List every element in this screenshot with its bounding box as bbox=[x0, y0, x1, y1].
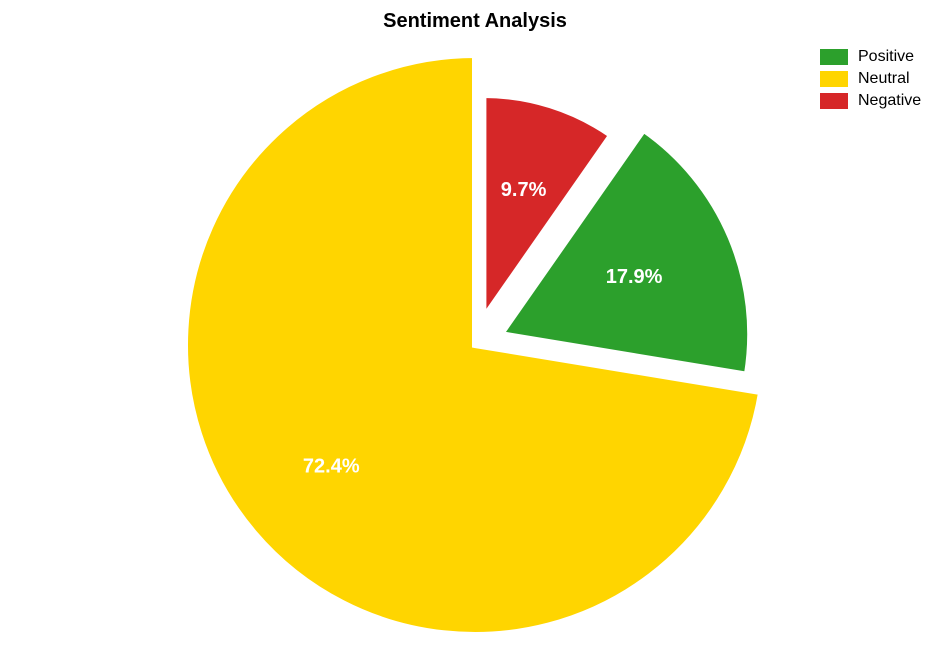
legend: Positive Neutral Negative bbox=[820, 48, 921, 114]
legend-item-negative: Negative bbox=[820, 92, 921, 110]
legend-swatch-neutral bbox=[820, 71, 848, 87]
legend-label-positive: Positive bbox=[858, 48, 914, 66]
pie-chart: 9.7% 17.9% 72.4% bbox=[0, 0, 950, 662]
legend-swatch-positive bbox=[820, 49, 848, 65]
pie-label-positive: 17.9% bbox=[606, 266, 663, 288]
legend-label-neutral: Neutral bbox=[858, 70, 910, 88]
legend-item-positive: Positive bbox=[820, 48, 921, 66]
legend-label-negative: Negative bbox=[858, 92, 921, 110]
pie-label-negative: 9.7% bbox=[501, 179, 547, 201]
pie-label-neutral: 72.4% bbox=[303, 455, 360, 477]
legend-item-neutral: Neutral bbox=[820, 70, 921, 88]
legend-swatch-negative bbox=[820, 93, 848, 109]
